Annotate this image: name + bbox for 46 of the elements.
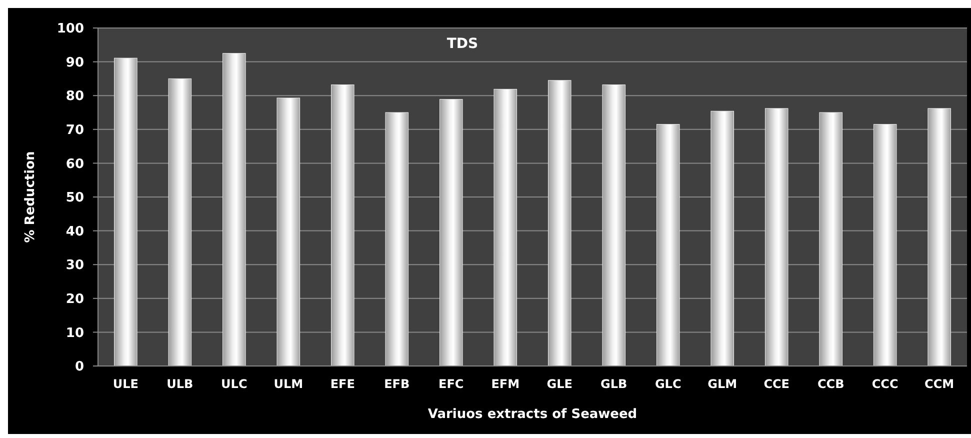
bar xyxy=(873,124,897,366)
bar xyxy=(331,84,354,366)
x-axis-title: Variuos extracts of Seaweed xyxy=(428,407,638,422)
x-tick-label: EFE xyxy=(330,377,355,391)
y-axis-title: % Reduction xyxy=(23,151,38,243)
x-tick-label: ULM xyxy=(274,377,304,391)
x-tick-label: CCM xyxy=(924,377,954,391)
y-tick-label: 40 xyxy=(66,224,84,240)
y-tick-label: 20 xyxy=(66,292,84,307)
x-tick-label: GLC xyxy=(654,377,682,391)
x-tick-label: CCE xyxy=(764,377,790,391)
y-tick-label: 0 xyxy=(74,360,84,375)
bar xyxy=(168,78,192,366)
x-tick-label: GLB xyxy=(600,377,628,391)
x-tick-label: EFC xyxy=(438,377,464,391)
y-tick-label: 90 xyxy=(66,55,84,70)
x-tick-label: GLE xyxy=(546,377,572,391)
bar xyxy=(385,112,409,366)
bar xyxy=(819,112,842,366)
bar xyxy=(764,108,788,366)
y-tick-label: 60 xyxy=(66,156,84,172)
bar xyxy=(276,98,300,366)
x-tick-label: ULB xyxy=(166,377,194,391)
bar xyxy=(494,88,518,366)
y-tick-label: 30 xyxy=(66,258,84,274)
y-tick-label: 70 xyxy=(66,122,84,138)
y-tick-label: 100 xyxy=(56,22,84,37)
x-tick-label: CCB xyxy=(817,377,844,391)
y-tick-label: 10 xyxy=(66,326,84,341)
x-tick-label: ULC xyxy=(221,377,248,391)
bar xyxy=(439,99,463,366)
bar xyxy=(548,80,572,366)
text: TDS xyxy=(446,36,478,52)
x-tick-label: GLM xyxy=(708,377,738,391)
bar xyxy=(602,84,626,366)
x-tick-label: CCC xyxy=(872,377,898,391)
y-tick-label: 80 xyxy=(66,89,84,104)
bar xyxy=(656,124,680,366)
y-tick-label: 50 xyxy=(66,190,84,206)
bar xyxy=(222,53,246,366)
x-tick-label: ULE xyxy=(112,377,138,391)
bar xyxy=(710,110,734,366)
x-tick-label: EFB xyxy=(384,377,410,391)
bar xyxy=(928,108,951,366)
bar xyxy=(114,58,138,366)
x-tick-label: EFM xyxy=(491,377,520,391)
